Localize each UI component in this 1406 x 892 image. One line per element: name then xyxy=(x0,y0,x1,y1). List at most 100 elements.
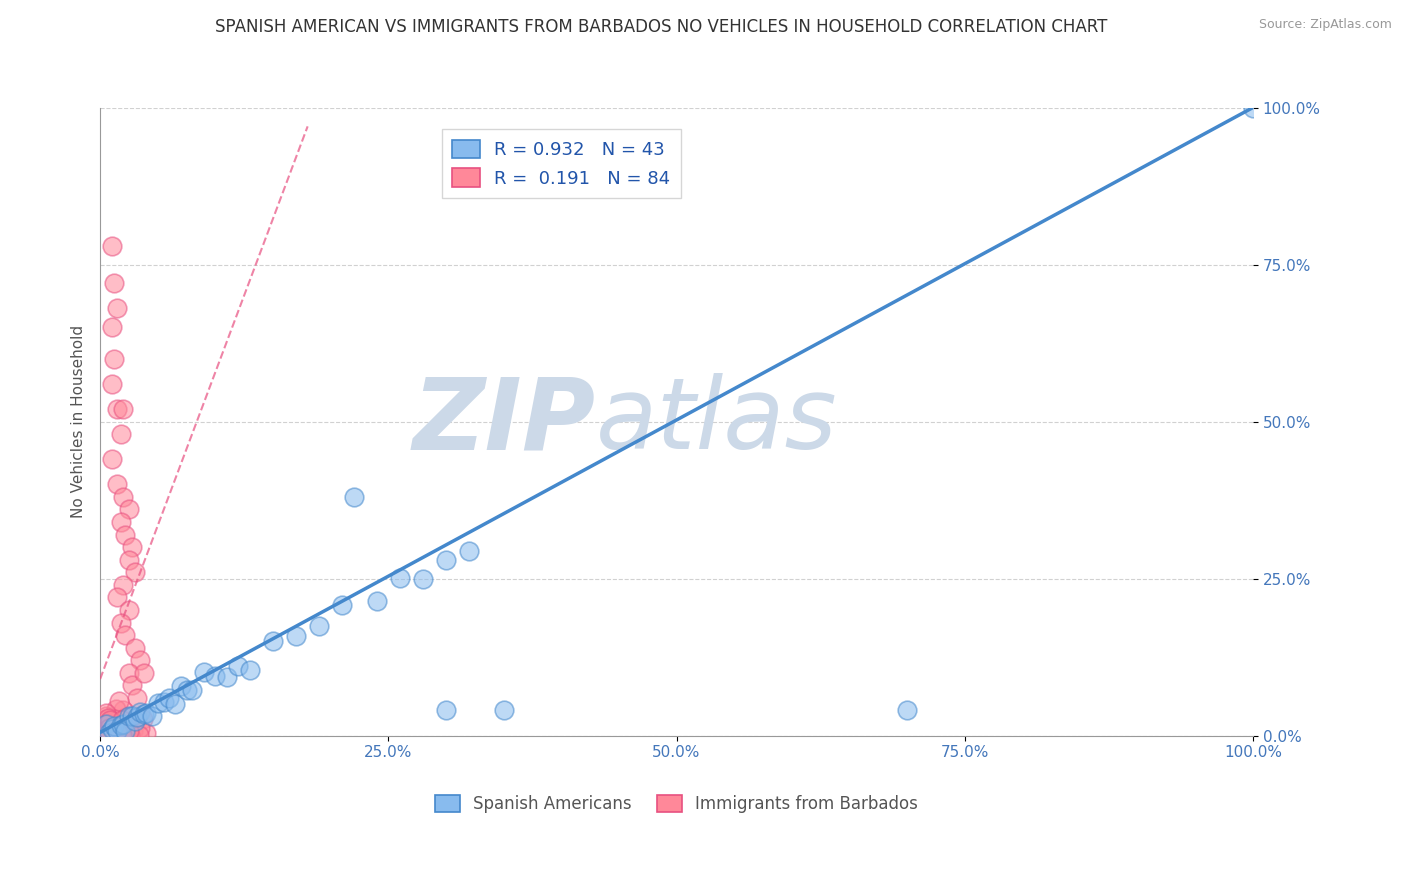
Point xyxy=(96,728,118,742)
Point xyxy=(103,712,125,726)
Point xyxy=(434,703,457,717)
Point xyxy=(125,690,148,705)
Point xyxy=(110,615,132,630)
Point xyxy=(93,727,115,741)
Point xyxy=(118,502,141,516)
Point xyxy=(107,301,129,316)
Point xyxy=(135,726,157,740)
Point xyxy=(107,477,129,491)
Point xyxy=(204,669,226,683)
Point xyxy=(157,691,180,706)
Point xyxy=(1241,101,1264,115)
Point xyxy=(285,629,308,643)
Point xyxy=(98,726,121,740)
Point xyxy=(111,718,134,732)
Point xyxy=(115,727,138,741)
Point xyxy=(98,713,121,727)
Point xyxy=(90,723,112,738)
Point xyxy=(100,723,122,737)
Point xyxy=(146,696,169,710)
Point xyxy=(366,593,388,607)
Text: atlas: atlas xyxy=(596,373,838,470)
Point xyxy=(100,376,122,391)
Point xyxy=(93,728,115,742)
Point xyxy=(100,721,122,735)
Text: SPANISH AMERICAN VS IMMIGRANTS FROM BARBADOS NO VEHICLES IN HOUSEHOLD CORRELATIO: SPANISH AMERICAN VS IMMIGRANTS FROM BARB… xyxy=(215,18,1107,36)
Point xyxy=(121,678,143,692)
Point xyxy=(492,703,515,717)
Point xyxy=(97,714,120,728)
Point xyxy=(228,659,250,673)
Point xyxy=(100,238,122,252)
Point xyxy=(412,572,434,586)
Point xyxy=(100,452,122,467)
Point xyxy=(97,720,120,734)
Point xyxy=(118,603,141,617)
Point xyxy=(100,320,122,334)
Point xyxy=(97,711,120,725)
Point xyxy=(103,351,125,366)
Point xyxy=(94,726,117,740)
Point xyxy=(98,725,121,739)
Point xyxy=(108,694,131,708)
Point xyxy=(114,710,136,724)
Point xyxy=(98,714,121,729)
Point xyxy=(114,527,136,541)
Point xyxy=(110,427,132,442)
Text: ZIP: ZIP xyxy=(413,373,596,470)
Point xyxy=(110,718,132,732)
Point xyxy=(94,709,117,723)
Point xyxy=(107,723,129,738)
Point xyxy=(129,721,152,735)
Point xyxy=(90,723,112,737)
Point xyxy=(105,728,128,742)
Point xyxy=(90,727,112,741)
Point xyxy=(91,728,114,742)
Point xyxy=(165,698,187,712)
Point xyxy=(132,712,155,726)
Point xyxy=(124,640,146,655)
Point xyxy=(112,716,135,731)
Point xyxy=(215,670,238,684)
Legend: Spanish Americans, Immigrants from Barbados: Spanish Americans, Immigrants from Barba… xyxy=(429,788,925,820)
Point xyxy=(118,724,141,739)
Point xyxy=(132,707,155,722)
Point xyxy=(128,728,150,742)
Point xyxy=(101,718,124,732)
Point xyxy=(98,715,121,730)
Point xyxy=(118,552,141,566)
Point xyxy=(91,723,114,737)
Point xyxy=(112,703,135,717)
Point xyxy=(104,725,127,739)
Point xyxy=(141,709,163,723)
Point xyxy=(135,706,157,720)
Point xyxy=(239,663,262,677)
Point xyxy=(105,702,128,716)
Point xyxy=(125,710,148,724)
Point xyxy=(112,490,135,504)
Point xyxy=(308,619,330,633)
Y-axis label: No Vehicles in Household: No Vehicles in Household xyxy=(72,325,86,518)
Point xyxy=(181,682,204,697)
Point xyxy=(110,727,132,741)
Point xyxy=(124,566,146,580)
Point xyxy=(343,490,366,504)
Point xyxy=(96,716,118,731)
Point xyxy=(111,713,134,727)
Point xyxy=(124,714,146,728)
Point xyxy=(262,633,284,648)
Point xyxy=(107,718,129,732)
Point xyxy=(107,591,129,605)
Point xyxy=(152,695,174,709)
Point xyxy=(121,709,143,723)
Point xyxy=(97,727,120,741)
Point xyxy=(112,402,135,417)
Text: Source: ZipAtlas.com: Source: ZipAtlas.com xyxy=(1258,18,1392,31)
Point xyxy=(91,713,114,727)
Point xyxy=(110,515,132,529)
Point xyxy=(112,578,135,592)
Point xyxy=(94,706,117,720)
Point xyxy=(103,719,125,733)
Point xyxy=(896,703,918,717)
Point xyxy=(94,722,117,736)
